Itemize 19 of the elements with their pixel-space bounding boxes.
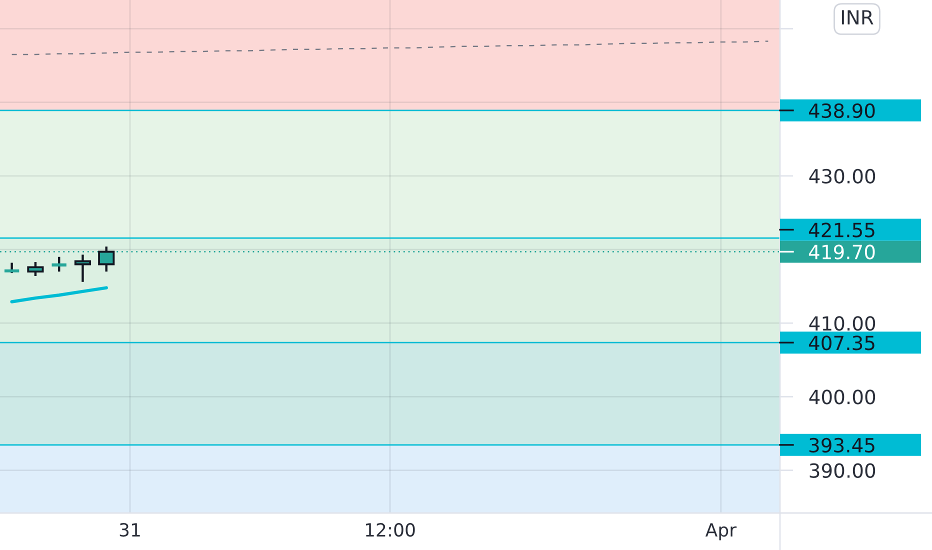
line-series (11, 40, 769, 56)
x-tick-label: Apr (705, 523, 737, 540)
ref-line-label: 407.35 (808, 336, 874, 350)
y-tick-label: 400.00 (809, 390, 876, 404)
y-tick-label: 390.00 (810, 463, 876, 478)
y-tick-label: 430.00 (809, 168, 876, 184)
candlestick (2, 262, 21, 274)
text: INR (842, 10, 874, 24)
ref-line-label: 421.55 (808, 222, 874, 238)
candlestick (27, 260, 44, 278)
ref-line-label: 393.45 (809, 438, 874, 453)
y-tick-label: 410.00 (809, 316, 876, 331)
x-tick-label: 12:00 (366, 523, 415, 537)
line-series (10, 286, 108, 304)
candlestick (50, 256, 68, 273)
candlestick (74, 254, 92, 283)
ref-line-label: 438.90 (808, 103, 875, 118)
ref-line-label: 419.70 (808, 244, 875, 260)
x-tick-label: 31 (120, 523, 140, 537)
